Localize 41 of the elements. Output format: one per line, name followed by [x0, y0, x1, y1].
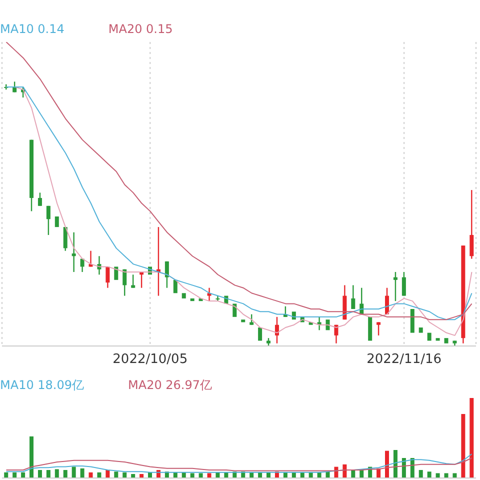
x-tick-label: 2022/11/16 [366, 352, 442, 368]
candlestick [258, 327, 262, 341]
bar [444, 473, 448, 478]
candlestick [190, 298, 194, 302]
bar [63, 470, 68, 478]
text: MA20 26.97亿 [128, 377, 212, 394]
candlestick [241, 320, 246, 322]
bar [190, 473, 194, 478]
candlestick [114, 266, 118, 280]
candlestick [436, 338, 440, 341]
bar [46, 470, 50, 478]
bar [461, 414, 466, 478]
bar [436, 473, 440, 478]
bar [207, 473, 212, 478]
x-tick-label: 2022/10/05 [112, 352, 188, 368]
candlestick [232, 304, 237, 317]
bar [54, 469, 59, 478]
candlestick [54, 216, 59, 228]
candlestick [418, 327, 423, 333]
bar [198, 473, 203, 478]
candlestick [326, 320, 330, 330]
candlestick [410, 308, 414, 333]
bar [72, 466, 76, 478]
bar [470, 398, 474, 478]
bar [385, 450, 390, 478]
candlestick [368, 316, 372, 341]
text: MA10 18.09亿 [0, 377, 84, 394]
bar [393, 450, 398, 478]
bar [418, 470, 423, 478]
bar [30, 436, 34, 478]
bar [38, 470, 42, 478]
bar [427, 472, 432, 478]
text: MA20 0.15 [108, 21, 173, 38]
candlestick [182, 293, 186, 298]
candlestick [427, 332, 432, 341]
bar [80, 468, 84, 478]
text: MA10 0.14 [0, 21, 64, 38]
bar [452, 473, 457, 478]
candlestick [444, 338, 448, 344]
bar [114, 472, 118, 478]
candlestick [173, 280, 178, 294]
